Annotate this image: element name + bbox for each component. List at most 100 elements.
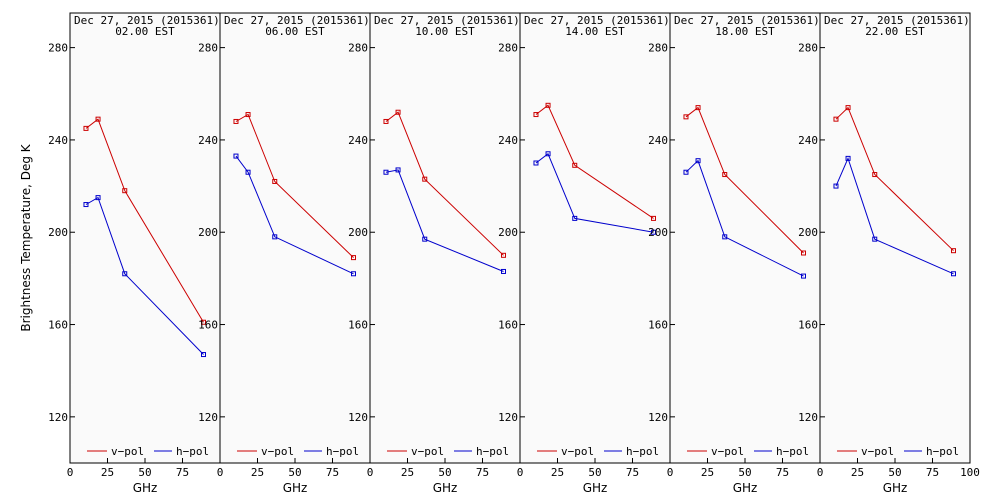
y-tick-label: 120: [198, 411, 218, 424]
y-tick-label: 200: [198, 226, 218, 239]
h-pol-line: [235, 155, 354, 275]
legend-h-label: h−pol: [176, 445, 209, 458]
x-axis-label: GHz: [133, 481, 158, 495]
y-tick-label: 120: [348, 411, 368, 424]
x-tick-label: 50: [738, 466, 751, 479]
panel-6: Dec 27, 2015 (2015361)22.00 EST 120 160 200…: [798, 12, 980, 495]
y-tick-label: 120: [498, 411, 518, 424]
v-pol-line: [385, 111, 504, 256]
y-tick-label: 240: [48, 134, 68, 147]
x-tick-label: 100: [960, 466, 980, 479]
h-pol-point: [683, 169, 689, 175]
panel-1: Dec 27, 2015 (2015361)02.00 EST 120 160 200…: [48, 12, 221, 495]
panel-title-time: 10.00 EST: [415, 25, 475, 38]
panel-title-time: 06.00 EST: [265, 25, 325, 38]
y-tick-label: 240: [798, 134, 818, 147]
legend-v-label: v−pol: [861, 445, 894, 458]
x-tick-label: 0: [217, 466, 224, 479]
x-tick-label: 0: [367, 466, 374, 479]
x-tick-label: 0: [517, 466, 524, 479]
x-tick-label: 75: [326, 466, 339, 479]
y-tick-label: 160: [198, 319, 218, 332]
panel-frame: [69, 12, 221, 464]
y-tick-label: 280: [198, 42, 218, 55]
h-pol-point: [722, 234, 728, 240]
panel-title-date: Dec 27, 2015 (2015361): [524, 14, 670, 27]
x-tick-label: 25: [251, 466, 264, 479]
v-pol-point: [651, 215, 656, 221]
h-pol-point: [422, 236, 428, 242]
v-pol-point: [383, 118, 389, 124]
x-tick-label: 75: [776, 466, 789, 479]
x-tick-label: 50: [438, 466, 451, 479]
v-pol-point: [801, 250, 806, 256]
legend-v-label: v−pol: [411, 445, 444, 458]
y-tick-label: 280: [48, 42, 68, 55]
y-tick-label: 200: [498, 226, 518, 239]
panel-frame: [219, 12, 371, 464]
panel-frame: [519, 12, 671, 464]
x-tick-label: 0: [67, 466, 74, 479]
legend-v-label: v−pol: [111, 445, 144, 458]
v-pol-line: [535, 104, 654, 219]
v-pol-point: [501, 252, 506, 258]
h-pol-point: [833, 183, 839, 189]
panel-2: Dec 27, 2015 (2015361)06.00 EST 120 160 200…: [198, 12, 371, 495]
v-pol-line: [685, 106, 804, 254]
panel-frame: [669, 12, 821, 464]
h-pol-line: [385, 169, 504, 272]
h-pol-point: [383, 169, 389, 175]
y-tick-label: 280: [648, 42, 668, 55]
y-tick-label: 160: [48, 319, 68, 332]
h-pol-point: [83, 202, 89, 208]
v-pol-point: [533, 112, 539, 118]
y-tick-label: 240: [198, 134, 218, 147]
h-pol-point: [501, 268, 506, 274]
legend-h-label: h−pol: [476, 445, 509, 458]
y-tick-label: 200: [48, 226, 68, 239]
panel-4: Dec 27, 2015 (2015361)14.00 EST 120 160 200…: [498, 12, 671, 495]
legend-h-label: h−pol: [926, 445, 959, 458]
panel-title-time: 22.00 EST: [865, 25, 925, 38]
x-tick-label: 75: [926, 466, 939, 479]
y-tick-label: 280: [798, 42, 818, 55]
h-pol-point: [651, 229, 656, 235]
v-pol-point: [245, 112, 251, 118]
v-pol-point: [95, 116, 101, 122]
v-pol-point: [395, 109, 401, 115]
h-pol-line: [535, 153, 654, 233]
h-pol-point: [245, 169, 251, 175]
v-pol-point: [83, 125, 89, 131]
y-tick-label: 120: [48, 411, 68, 424]
v-pol-point: [422, 176, 428, 182]
y-tick-label: 240: [648, 134, 668, 147]
h-pol-point: [801, 273, 806, 279]
v-pol-point: [683, 114, 689, 120]
v-pol-point: [722, 172, 728, 178]
v-pol-point: [201, 319, 206, 325]
legend-v-label: v−pol: [561, 445, 594, 458]
panel-title-time: 18.00 EST: [715, 25, 775, 38]
h-pol-point: [351, 271, 356, 277]
y-tick-label: 240: [348, 134, 368, 147]
h-pol-point: [395, 167, 401, 173]
y-axis-label: Brightness Temperature, Deg K: [19, 143, 33, 331]
y-tick-label: 160: [648, 319, 668, 332]
v-pol-point: [833, 116, 839, 122]
v-pol-point: [845, 105, 851, 111]
panels: Dec 27, 2015 (2015361)02.00 EST120160200…: [48, 12, 980, 495]
h-pol-point: [845, 155, 851, 161]
h-pol-point: [122, 271, 128, 277]
v-pol-point: [951, 248, 956, 254]
x-tick-label: 75: [626, 466, 639, 479]
y-tick-label: 200: [348, 226, 368, 239]
panel-3: Dec 27, 2015 (2015361)10.00 EST 120 160 200…: [348, 12, 521, 495]
panel-5: Dec 27, 2015 (2015361)18.00 EST 120 160 200…: [648, 12, 821, 495]
x-tick-label: 25: [701, 466, 714, 479]
v-pol-point: [122, 188, 128, 194]
legend-h-label: h−pol: [326, 445, 359, 458]
y-tick-label: 120: [648, 411, 668, 424]
y-tick-label: 280: [348, 42, 368, 55]
legend-h-label: h−pol: [776, 445, 809, 458]
